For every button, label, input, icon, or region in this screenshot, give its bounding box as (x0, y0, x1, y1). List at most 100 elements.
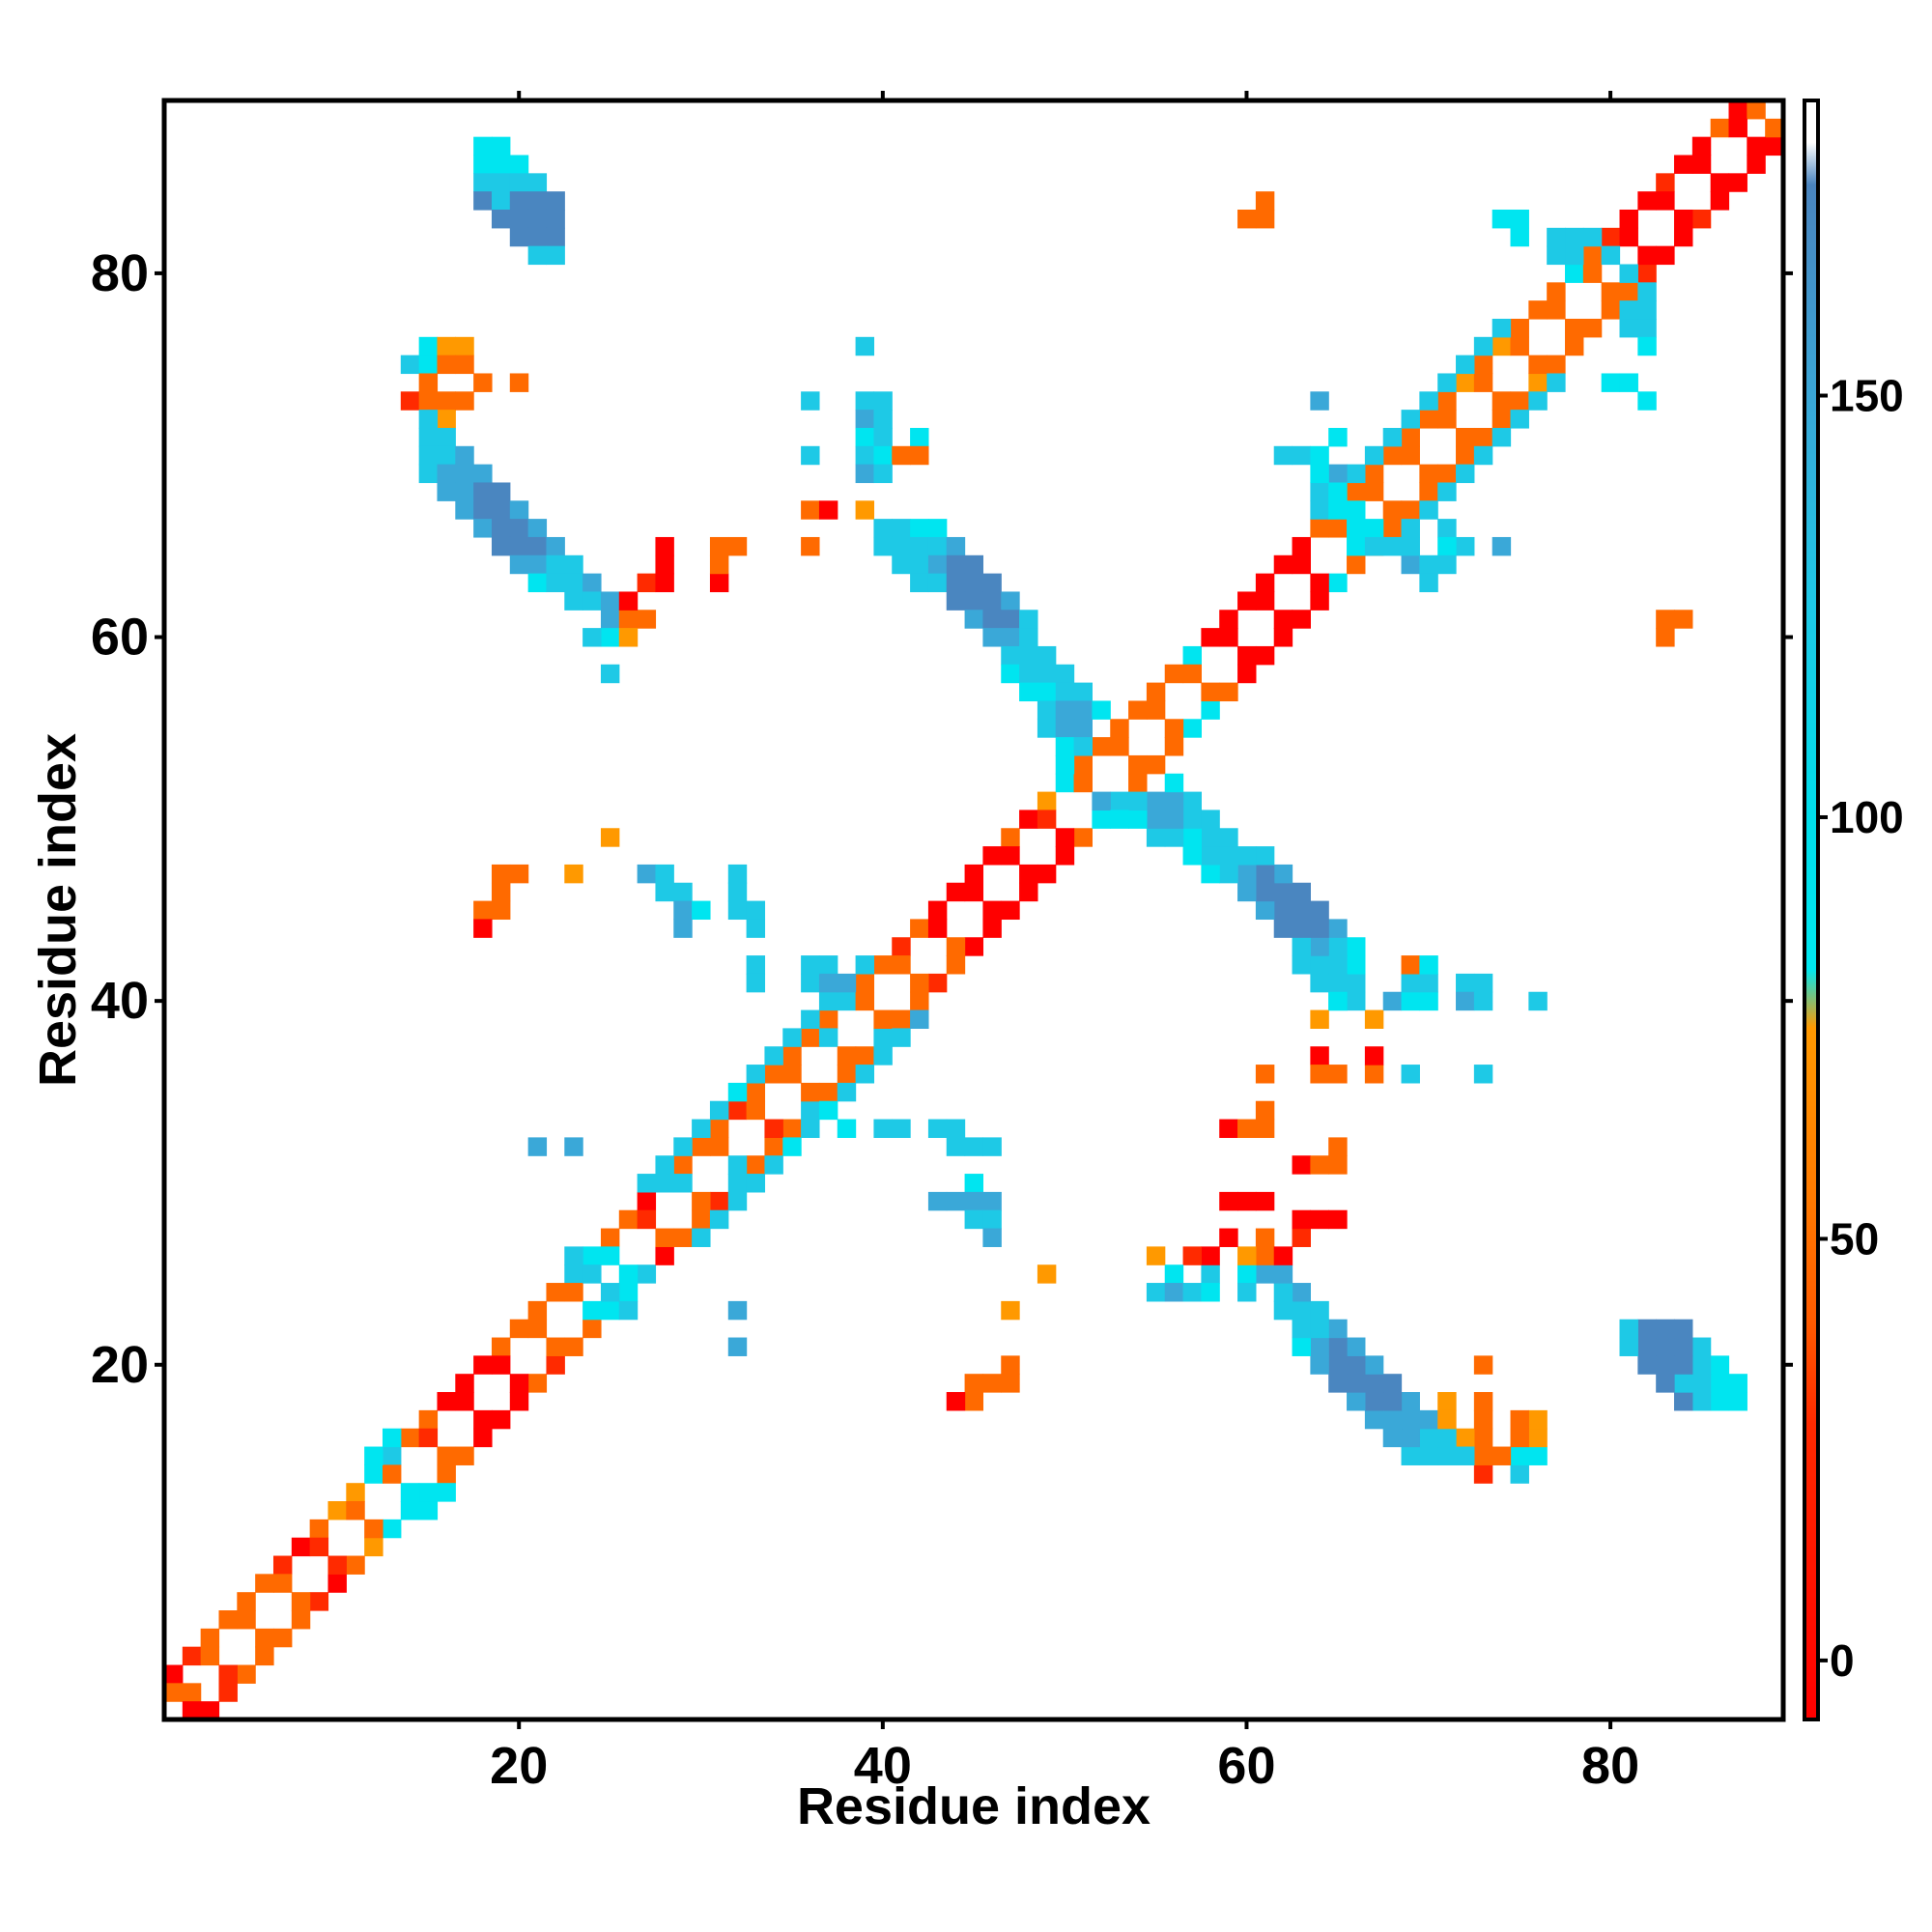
heatmap-cell (1001, 900, 1020, 921)
heatmap-cell (1691, 136, 1712, 156)
heatmap-cell (1237, 1191, 1257, 1211)
heatmap-cell (746, 1065, 766, 1084)
heatmap-cell (1473, 445, 1493, 466)
heatmap-cell (1674, 209, 1693, 229)
heatmap-cell (1691, 1355, 1712, 1375)
heatmap-cell (491, 536, 511, 556)
colorbar-bar (1803, 99, 1820, 1721)
heatmap-cell (1310, 1065, 1329, 1084)
heatmap-cell (1419, 573, 1438, 593)
heatmap-cell (491, 900, 511, 921)
heatmap-cell (527, 554, 548, 575)
heatmap-cell (1437, 373, 1457, 392)
heatmap-cell (1401, 973, 1420, 993)
heatmap-cell (1347, 1355, 1366, 1375)
heatmap-cell (1037, 791, 1057, 811)
heatmap-cell (546, 554, 565, 575)
heatmap-cell (1328, 919, 1348, 938)
heatmap-cell (455, 464, 474, 484)
heatmap-cell (655, 864, 674, 884)
x-axis-ticks: 20 40 60 80 (490, 91, 1639, 1795)
heatmap-cell (546, 227, 565, 247)
heatmap-cell (637, 1209, 657, 1230)
heatmap-cell (637, 1174, 657, 1193)
heatmap-cell (218, 1610, 238, 1630)
heatmap-cell (927, 1191, 948, 1211)
heatmap-cell (1456, 445, 1475, 466)
heatmap-cell (1582, 264, 1603, 283)
heatmap-cell (1073, 682, 1093, 702)
heatmap-cell (746, 919, 766, 938)
heatmap-cell (855, 500, 875, 520)
heatmap-cell (1401, 500, 1420, 520)
heatmap-cell (1528, 1446, 1548, 1465)
heatmap-cell (1437, 391, 1457, 411)
heatmap-cell (1310, 519, 1329, 538)
heatmap-cell (1419, 973, 1438, 993)
heatmap-cell (1656, 173, 1675, 192)
heatmap-cell (1656, 1355, 1675, 1375)
heatmap-cell (1273, 1264, 1293, 1284)
heatmap-cell (1164, 1264, 1184, 1284)
heatmap-cell (1073, 719, 1093, 738)
heatmap-cell (801, 500, 820, 520)
heatmap-cell (473, 191, 493, 211)
heatmap-cell (1073, 828, 1093, 847)
heatmap-cell (418, 391, 439, 411)
heatmap-cell (1510, 318, 1529, 338)
heatmap-cell (1691, 209, 1712, 229)
heatmap-cell (1582, 245, 1603, 266)
heatmap-cell (764, 1119, 783, 1138)
heatmap-cell (1528, 1428, 1548, 1448)
heatmap-cell (1055, 664, 1075, 684)
heatmap-cell (546, 1337, 565, 1356)
heatmap-cell (1255, 1191, 1275, 1211)
heatmap-cell (873, 427, 893, 447)
heatmap-cell (910, 554, 929, 575)
heatmap-cell (1473, 373, 1493, 392)
heatmap-cell (1146, 1283, 1166, 1302)
heatmap-cell (964, 610, 984, 629)
heatmap-cell (1110, 810, 1129, 829)
heatmap-cell (346, 1483, 365, 1502)
heatmap-cell (1347, 500, 1366, 520)
heatmap-cell (1347, 464, 1366, 484)
heatmap-cell (1128, 791, 1148, 811)
heatmap-cell (1292, 1337, 1311, 1356)
heatmap-cell (727, 1174, 748, 1193)
heatmap-cell (655, 573, 674, 593)
heatmap-cell (1656, 1374, 1675, 1393)
heatmap-cell (946, 955, 966, 975)
heatmap-cell (237, 1610, 256, 1630)
heatmap-cell (455, 336, 474, 356)
heatmap-cell (1456, 973, 1475, 993)
heatmap-cell (1037, 864, 1057, 884)
heatmap-cell (1310, 445, 1329, 466)
heatmap-cell (982, 610, 1002, 629)
heatmap-cell (873, 1119, 893, 1138)
heatmap-cell (491, 864, 511, 884)
heatmap-cell (1328, 573, 1348, 593)
heatmap-cell (364, 1519, 384, 1539)
heatmap-cell (692, 1209, 711, 1230)
heatmap-cell (418, 1483, 439, 1502)
heatmap-cell (600, 628, 620, 647)
heatmap-cell (382, 1446, 402, 1465)
heatmap-cell (1473, 1392, 1493, 1411)
heatmap-cell (637, 573, 657, 593)
heatmap-cell (1582, 227, 1603, 247)
heatmap-cell (1292, 919, 1311, 938)
heatmap-cell (1310, 1209, 1329, 1230)
heatmap-cell (1382, 1374, 1403, 1393)
heatmap-cell (727, 1337, 748, 1356)
heatmap-cell (1419, 554, 1438, 575)
heatmap-cell (818, 1009, 838, 1029)
heatmap-cell (1128, 700, 1148, 720)
heatmap-cell (437, 427, 456, 447)
heatmap-cell (418, 336, 439, 356)
heatmap-cell (927, 919, 948, 938)
heatmap-cell (1273, 900, 1293, 921)
heatmap-cell (1328, 1209, 1348, 1230)
heatmap-cell (1164, 1283, 1184, 1302)
